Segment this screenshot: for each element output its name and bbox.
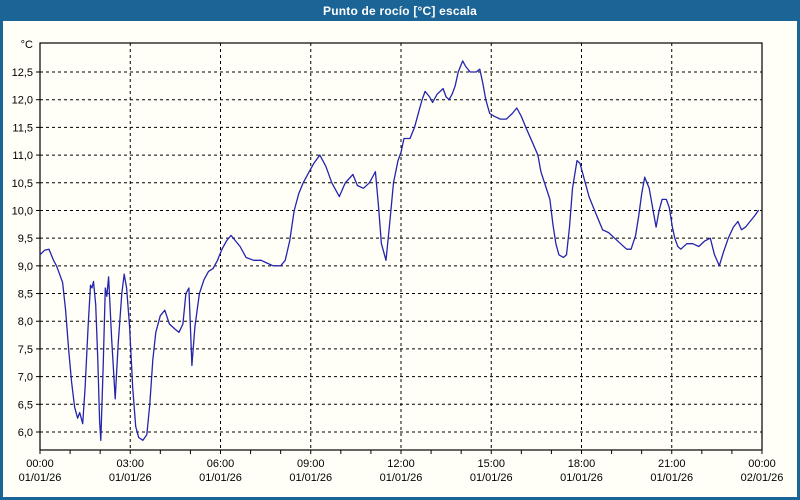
- axis-ticks: [36, 71, 763, 454]
- x-tick-date-label: 01/01/26: [380, 472, 423, 484]
- gridlines: [40, 43, 762, 450]
- y-tick-label: 12,5: [12, 67, 33, 79]
- y-tick-label: 8,5: [18, 289, 33, 301]
- x-tick-date-label: 01/01/26: [109, 472, 152, 484]
- y-axis-unit-label: °C: [21, 39, 33, 51]
- x-tick-time-label: 21:00: [658, 458, 686, 470]
- title-bar: Punto de rocío [°C] escala: [0, 0, 800, 21]
- x-tick-time-label: 15:00: [477, 458, 505, 470]
- y-tick-label: 11,0: [12, 150, 33, 162]
- x-tick-time-label: 03:00: [116, 458, 144, 470]
- y-tick-label: 7,5: [18, 344, 33, 356]
- y-tick-label: 6,0: [18, 427, 33, 439]
- x-tick-time-label: 00:00: [748, 458, 776, 470]
- y-tick-label: 12,0: [12, 95, 33, 107]
- x-tick-date-label: 01/01/26: [560, 472, 603, 484]
- y-tick-label: 10,0: [12, 205, 33, 217]
- x-tick-time-label: 06:00: [207, 458, 235, 470]
- y-tick-label: 10,5: [12, 178, 33, 190]
- y-axis-labels: 12,5 12,0 11,5 11,0 10,5 10,0 9,5 9,0 8,5 8,0 7,5 7…: [12, 39, 33, 439]
- x-tick-date-label: 01/01/26: [199, 472, 242, 484]
- x-tick-date-label: 01/01/26: [650, 472, 693, 484]
- x-tick-date-label: 01/01/26: [19, 472, 62, 484]
- y-tick-label: 9,5: [18, 233, 33, 245]
- y-tick-label: 11,5: [12, 122, 33, 134]
- x-tick-time-label: 12:00: [387, 458, 415, 470]
- x-tick-date-label: 01/01/26: [470, 472, 513, 484]
- x-tick-time-label: 18:00: [568, 458, 596, 470]
- y-tick-label: 9,0: [18, 261, 33, 273]
- y-tick-label: 8,0: [18, 316, 33, 328]
- x-axis-labels: 00:00 01/01/26 03:00 01/01/26 06:00 01/01/26 0…: [19, 458, 784, 484]
- series-line: [39, 60, 760, 441]
- y-tick-label: 6,5: [18, 399, 33, 411]
- x-tick-time-label: 00:00: [26, 458, 54, 470]
- y-tick-label: 7,0: [18, 372, 33, 384]
- chart-title: Punto de rocío [°C] escala: [322, 3, 478, 18]
- x-tick-time-label: 09:00: [297, 458, 325, 470]
- x-tick-date-label: 01/01/26: [289, 472, 332, 484]
- x-tick-date-label: 02/01/26: [741, 472, 784, 484]
